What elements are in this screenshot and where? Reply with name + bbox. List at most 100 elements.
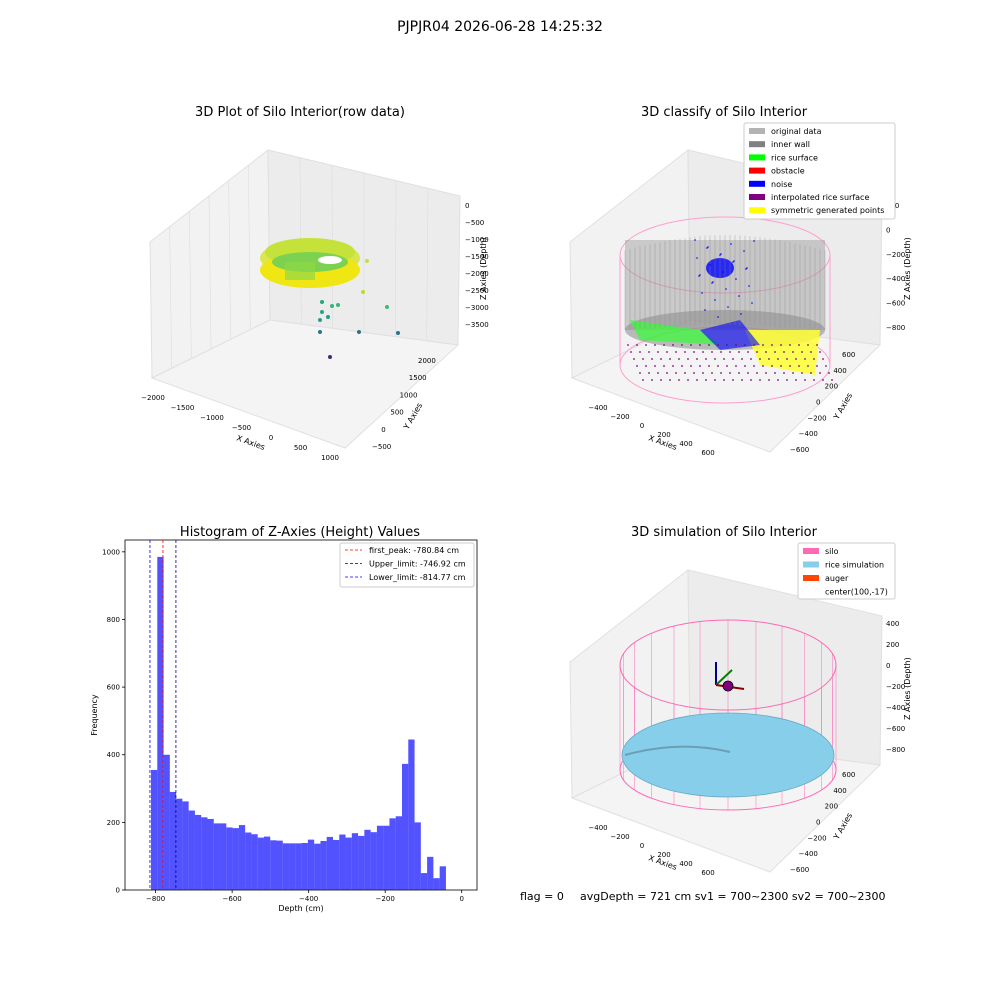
raw-xtick: 1000 — [321, 454, 339, 462]
histogram-bar — [270, 840, 277, 890]
classify-ytick: 600 — [842, 351, 855, 359]
rice-simulation-surface — [621, 712, 835, 798]
classify-legend-label: inner wall — [771, 140, 810, 149]
histogram-bar — [314, 843, 321, 890]
simulation-ztick: −400 — [886, 704, 905, 712]
raw-scatter-point — [396, 331, 400, 335]
footer-flag: flag = 0 — [520, 890, 564, 903]
histogram-bar — [402, 763, 409, 890]
histogram-ytick-label: 200 — [107, 819, 120, 827]
simulation-xtick: 200 — [657, 851, 670, 859]
histogram-xlabel: Depth (cm) — [278, 904, 323, 913]
classify-zlabel: Z Axies (Depth) — [903, 237, 912, 300]
simulation-ytick: −400 — [799, 850, 818, 858]
classify-legend-label: rice surface — [771, 153, 818, 162]
raw-scatter-point — [365, 259, 369, 263]
raw-xtick: −2000 — [141, 394, 165, 402]
histogram-legend-label: Upper_limit: -746.92 cm — [369, 560, 466, 569]
raw-ztick: −1000 — [465, 236, 489, 244]
histogram-bar — [307, 839, 315, 890]
raw-ytick: 1500 — [409, 374, 427, 382]
panel-raw-3d: 3D Plot of Silo Interior(row data) −2000… — [141, 105, 489, 462]
histogram-xtick-label: −600 — [223, 895, 242, 903]
simulation-legend-swatch — [803, 575, 819, 581]
histogram-bar — [163, 754, 170, 890]
histogram-bar — [220, 823, 227, 890]
histogram-bar — [326, 836, 333, 890]
raw-3d-box — [149, 148, 461, 449]
simulation-xtick: 600 — [701, 869, 714, 877]
simulation-legend-label: rice simulation — [825, 561, 884, 570]
histogram-ytick-label: 600 — [107, 684, 120, 692]
classify-ztick: −600 — [886, 300, 905, 308]
histogram-xtick-label: −200 — [376, 895, 395, 903]
simulation-xtick: 0 — [640, 842, 644, 850]
histogram-vlines — [149, 540, 177, 890]
raw-ytick: 500 — [390, 409, 403, 417]
histogram-bar — [358, 835, 365, 890]
simulation-legend-label: center(100,-17) — [825, 588, 888, 597]
histogram-xtick-label: −400 — [299, 895, 318, 903]
histogram-bar — [207, 818, 214, 890]
classify-legend-swatch — [749, 194, 765, 200]
raw-ztick: −2500 — [465, 287, 489, 295]
raw-panel-title: 3D Plot of Silo Interior(row data) — [195, 105, 405, 120]
classify-panel-title: 3D classify of Silo Interior — [641, 105, 808, 120]
raw-scatter-point — [330, 304, 334, 308]
histogram-bar — [176, 798, 183, 890]
histogram-bar — [182, 801, 189, 890]
histogram-bar — [408, 739, 415, 890]
histogram-bar — [332, 839, 340, 890]
classify-legend-label: obstacle — [771, 167, 805, 176]
raw-scatter-point — [361, 290, 365, 294]
histogram-bar — [263, 836, 271, 890]
raw-scatter-point — [385, 305, 389, 309]
raw-scatter-point — [318, 330, 322, 334]
histogram-bar — [427, 856, 434, 890]
raw-xtick: 0 — [269, 434, 273, 442]
classify-legend-swatch — [749, 141, 765, 148]
classify-ytick: 400 — [833, 367, 846, 375]
histogram-bar — [370, 832, 377, 890]
classify-ytick: −600 — [790, 446, 809, 454]
raw-ztick: −2000 — [465, 270, 489, 278]
histogram-bar — [169, 791, 177, 890]
panel-classify-3d: 3D classify of Silo Interior −400−200020… — [569, 105, 912, 457]
raw-ytick: 0 — [381, 426, 385, 434]
raw-ylabel: Y Axies — [401, 401, 424, 431]
raw-scatter-point — [320, 310, 324, 314]
classify-legend-swatch — [749, 180, 765, 187]
histogram-bars — [151, 556, 446, 890]
classify-ztick: 0 — [886, 226, 890, 234]
raw-scatter-point — [318, 318, 322, 322]
histogram-bar — [433, 878, 440, 890]
simulation-ytick: −200 — [807, 834, 826, 842]
classify-xtick: 0 — [640, 422, 644, 430]
histogram-legend-label: first_peak: -780.84 cm — [369, 546, 459, 555]
histogram-bar — [257, 837, 264, 890]
simulation-legend-swatch — [803, 548, 819, 554]
histogram-bar — [289, 843, 296, 890]
raw-zlabel: Z Axies (Depth) — [479, 237, 488, 300]
histogram-bar — [157, 556, 164, 890]
simulation-xtick: 400 — [679, 860, 692, 868]
histogram-bar — [376, 825, 384, 890]
figure-suptitle: PJPJR04 2026-06-28 14:25:32 — [397, 19, 603, 35]
classify-ylabel: Y Axies — [831, 391, 854, 421]
histogram-xtick-label: 0 — [459, 895, 463, 903]
histogram-bar — [276, 840, 283, 890]
raw-xtick: −500 — [232, 424, 251, 432]
raw-ztick: −3500 — [465, 321, 489, 329]
simulation-ylabel: Y Axies — [831, 811, 854, 841]
simulation-legend-swatch — [803, 561, 819, 568]
classify-legend-label: symmetric generated points — [771, 206, 884, 215]
histogram-title: Histogram of Z-Axies (Height) Values — [180, 525, 420, 540]
simulation-ztick: −600 — [886, 725, 905, 733]
histogram-bar — [439, 866, 446, 890]
raw-ytick: 1000 — [400, 391, 418, 399]
simulation-ztick: −200 — [886, 683, 905, 691]
classify-point-cloud — [619, 216, 833, 404]
raw-scatter-point — [328, 355, 332, 359]
classify-xtick: −200 — [610, 413, 629, 421]
